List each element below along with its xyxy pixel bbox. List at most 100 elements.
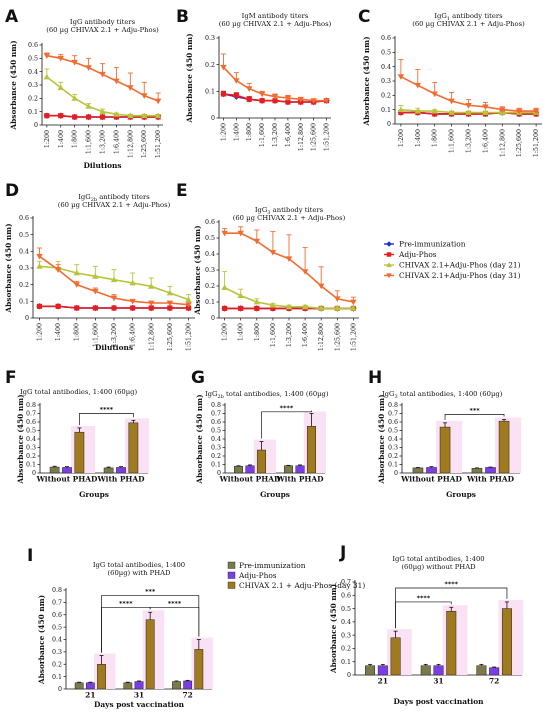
y-tick-label: 0.2 xyxy=(388,453,398,460)
x-tick-label: 1:3,200 xyxy=(272,123,279,147)
y-tick-label: 0.2 xyxy=(211,453,221,460)
y-tick-label: 0.3 xyxy=(26,445,36,452)
x-tick-label: 1:25,600 xyxy=(334,323,341,351)
legend-label: CHIVAX 2.1 + Adju-Phos (day 31) xyxy=(239,581,365,590)
x-tick-label: 1:12,800 xyxy=(127,130,134,158)
data-point xyxy=(233,78,240,84)
y-axis-label: Absorbance (450 nm) xyxy=(195,394,204,484)
y-tick-label: 0.2 xyxy=(52,661,62,668)
data-point xyxy=(238,305,244,311)
data-point xyxy=(222,305,228,311)
y-tick-label: 0.2 xyxy=(205,62,215,69)
data-point xyxy=(285,303,293,310)
x-tick-label: 1:51,200 xyxy=(324,123,331,151)
bar xyxy=(194,649,204,690)
data-point xyxy=(432,111,438,117)
data-point xyxy=(285,256,293,262)
data-point xyxy=(301,269,309,275)
x-tick-label: 1:400 xyxy=(55,323,62,341)
data-point xyxy=(532,108,540,115)
x-tick-label: 1:12,800 xyxy=(499,129,506,157)
data-point xyxy=(113,78,120,85)
data-point xyxy=(73,282,80,288)
x-axis-label: Groups xyxy=(446,490,476,499)
data-point xyxy=(129,298,136,305)
y-tick-label: 0.7 xyxy=(52,600,62,607)
y-tick-label: 0 xyxy=(32,470,36,477)
x-tick-label: 1:6,400 xyxy=(302,323,309,347)
data-point xyxy=(141,112,148,119)
significance-label: **** xyxy=(100,406,114,414)
y-tick-label: 0.7 xyxy=(388,411,398,418)
data-point xyxy=(71,59,78,66)
x-tick-label: 1:400 xyxy=(58,130,65,148)
panel-d: D IgG2b antibody titers(60 µg CHIVAX 2.1 … xyxy=(4,181,195,352)
data-point xyxy=(233,92,239,98)
data-point xyxy=(71,95,78,101)
y-tick-label: 0.6 xyxy=(52,612,62,619)
panel-label: F xyxy=(5,368,17,388)
x-tick-label: 1:25,600 xyxy=(141,130,148,158)
y-tick-label: 0.5 xyxy=(52,624,62,631)
x-tick-label: 1:6,400 xyxy=(285,123,292,147)
data-point xyxy=(99,114,106,120)
series-d31 xyxy=(43,52,162,105)
significance-label: **** xyxy=(168,599,182,607)
data-point xyxy=(185,296,192,303)
y-tick-label: 0.6 xyxy=(26,419,36,426)
y-tick-label: 0.1 xyxy=(211,462,221,469)
y-tick-label: 0.4 xyxy=(211,436,221,443)
x-tick-label: 1:25,600 xyxy=(167,323,174,351)
panel-i: I IgG total antibodies, 1:400(60µg) with … xyxy=(27,546,213,709)
data-point xyxy=(43,73,51,80)
y-axis-label: Absorbance (450 nm) xyxy=(377,394,386,484)
chart-title: IgM antibody titers xyxy=(242,12,309,20)
y-axis-label: Absorbance (450 nm) xyxy=(193,225,202,315)
x-tick-label: 31 xyxy=(134,691,144,700)
data-point xyxy=(431,91,438,98)
bar xyxy=(74,431,85,474)
x-tick-label: Without PHAD xyxy=(36,475,98,484)
bar xyxy=(183,680,193,690)
x-tick-label: 1:400 xyxy=(415,129,422,147)
bar xyxy=(256,449,266,474)
bar xyxy=(501,608,512,676)
y-tick-label: 0.2 xyxy=(28,96,38,103)
data-point xyxy=(113,111,120,117)
data-point xyxy=(237,292,244,298)
x-tick-label: 1:1,600 xyxy=(270,323,277,347)
data-point xyxy=(414,82,421,89)
y-tick-label: 0.4 xyxy=(205,251,215,258)
data-point xyxy=(269,302,277,308)
data-point xyxy=(465,109,472,115)
bar xyxy=(85,682,95,690)
data-point xyxy=(148,300,155,307)
y-tick-label: 0 xyxy=(394,470,398,477)
y-tick-label: 0.8 xyxy=(52,587,62,594)
x-tick-label: 31 xyxy=(433,677,443,686)
series-d21 xyxy=(221,271,357,311)
legend-marker xyxy=(386,241,392,247)
data-point xyxy=(350,305,357,311)
data-point xyxy=(254,305,260,311)
x-tick-label: 21 xyxy=(85,691,95,700)
chart-title: IgG1 antibody titers xyxy=(434,12,503,22)
x-tick-label: 1:200 xyxy=(220,123,227,141)
bar xyxy=(134,681,144,690)
data-point xyxy=(127,112,134,119)
data-point xyxy=(36,303,43,309)
y-tick-label: 0.1 xyxy=(388,462,398,469)
data-point xyxy=(482,109,489,115)
panel-e: E IgG3 antibody titers(60 µg CHIVAX 2.1 +… xyxy=(176,181,359,351)
data-point xyxy=(220,64,227,71)
data-point xyxy=(141,93,148,99)
data-point xyxy=(36,263,43,269)
legend-swatch xyxy=(227,561,236,569)
legend-swatch xyxy=(227,571,236,579)
data-point xyxy=(36,253,43,260)
y-tick-label: 0.6 xyxy=(388,419,398,426)
